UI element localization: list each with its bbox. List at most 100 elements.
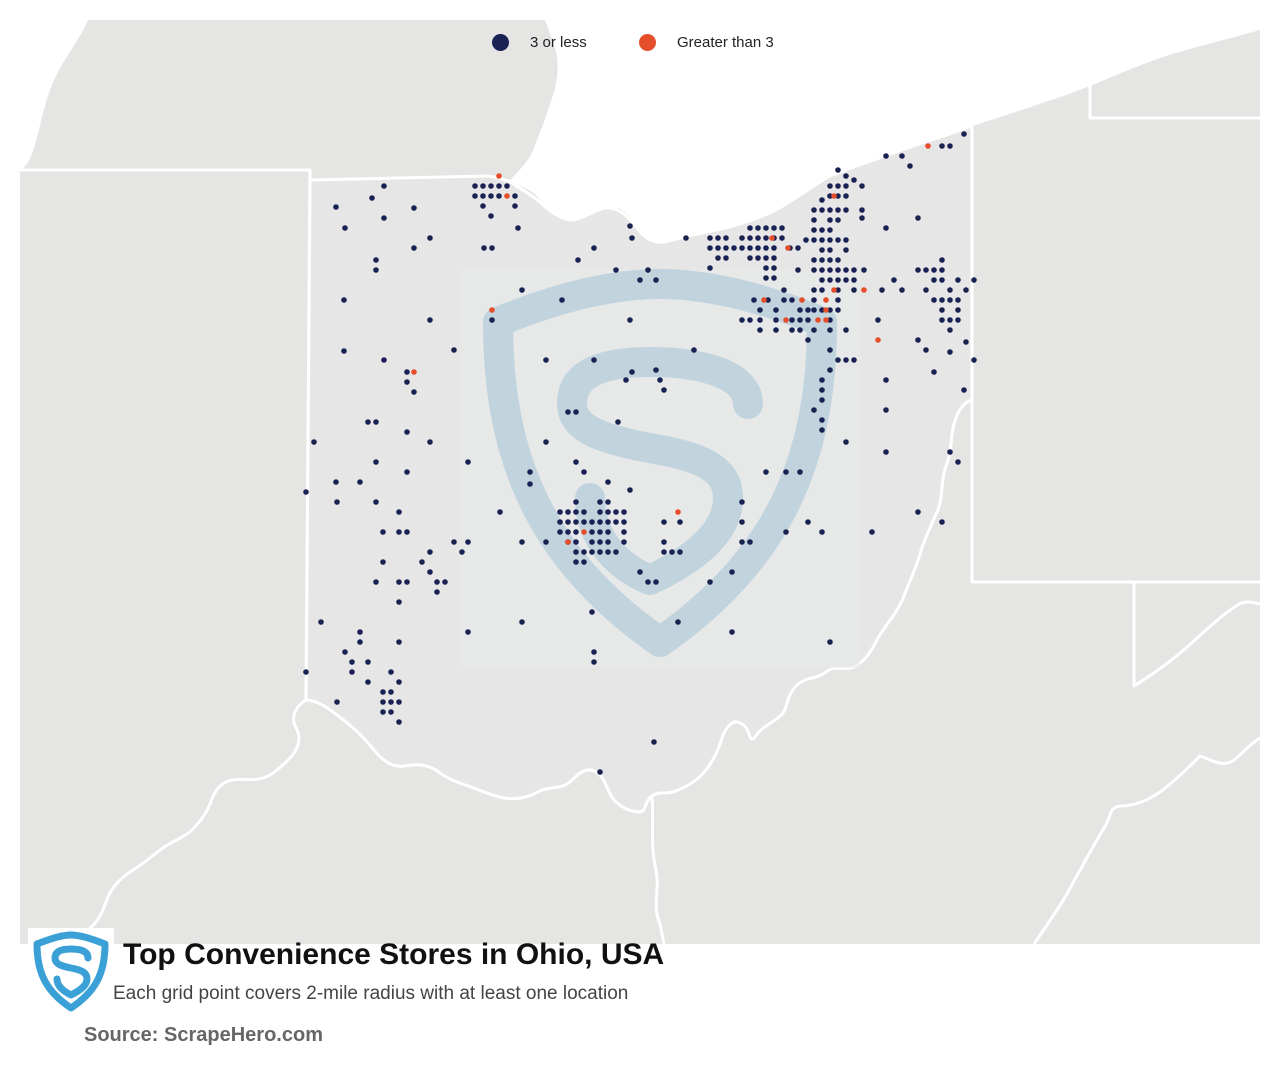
grid-point-low (771, 275, 777, 281)
grid-point-low (621, 509, 627, 515)
grid-point-low (519, 539, 525, 545)
grid-point-low (404, 469, 410, 475)
grid-point-low (621, 529, 627, 535)
grid-point-low (931, 297, 937, 303)
grid-point-low (715, 255, 721, 261)
grid-point-low (404, 429, 410, 435)
grid-point-low (661, 387, 667, 393)
grid-point-low (434, 579, 440, 585)
grid-point-low (465, 539, 471, 545)
grid-point-low (811, 287, 817, 293)
grid-point-low (723, 245, 729, 251)
grid-point-low (915, 509, 921, 515)
grid-point-low (763, 225, 769, 231)
grid-point-low (755, 255, 761, 261)
grid-point-low (597, 769, 603, 775)
grid-point-low (627, 223, 633, 229)
grid-point-low (589, 519, 595, 525)
grid-point-low (380, 559, 386, 565)
grid-point-low (723, 235, 729, 241)
grid-point-low (515, 225, 521, 231)
grid-point-high (799, 297, 805, 303)
grid-point-low (623, 377, 629, 383)
grid-point-low (683, 235, 689, 241)
grid-point-low (931, 267, 937, 273)
grid-point-low (789, 297, 795, 303)
grid-point-low (303, 669, 309, 675)
grid-point-low (707, 579, 713, 585)
grid-point-low (843, 183, 849, 189)
grid-point-low (931, 277, 937, 283)
grid-point-low (739, 235, 745, 241)
grid-point-low (388, 689, 394, 695)
grid-point-low (963, 287, 969, 293)
grid-point-low (907, 163, 913, 169)
grid-point-low (573, 459, 579, 465)
grid-point-low (899, 153, 905, 159)
legend-swatch-orange (639, 33, 656, 51)
grid-point-low (581, 549, 587, 555)
grid-point-low (835, 217, 841, 223)
grid-point-low (883, 153, 889, 159)
grid-point-low (797, 327, 803, 333)
grid-point-low (771, 225, 777, 231)
grid-point-low (404, 379, 410, 385)
grid-point-low (581, 509, 587, 515)
grid-point-low (819, 227, 825, 233)
grid-point-low (645, 579, 651, 585)
grid-point-low (739, 317, 745, 323)
grid-point-low (318, 619, 324, 625)
grid-point-low (851, 177, 857, 183)
grid-point-low (472, 183, 478, 189)
grid-point-low (465, 629, 471, 635)
grid-point-low (843, 207, 849, 213)
grid-point-low (879, 287, 885, 293)
grid-point-low (527, 469, 533, 475)
grid-point-low (480, 183, 486, 189)
grid-point-low (334, 499, 340, 505)
grid-point-low (811, 307, 817, 313)
grid-point-low (835, 183, 841, 189)
grid-point-low (605, 549, 611, 555)
grid-point-low (939, 519, 945, 525)
grid-point-low (404, 529, 410, 535)
grid-point-low (771, 255, 777, 261)
grid-point-low (388, 709, 394, 715)
grid-point-low (380, 699, 386, 705)
grid-point-low (763, 255, 769, 261)
grid-point-low (781, 287, 787, 293)
grid-point-low (381, 357, 387, 363)
grid-point-low (388, 699, 394, 705)
grid-point-low (819, 417, 825, 423)
grid-point-low (827, 347, 833, 353)
grid-point-high (504, 193, 510, 199)
grid-point-low (573, 539, 579, 545)
grid-point-low (819, 267, 825, 273)
grid-point-low (675, 619, 681, 625)
grid-point-low (751, 297, 757, 303)
grid-point-low (827, 247, 833, 253)
grid-point-low (427, 549, 433, 555)
grid-point-low (396, 679, 402, 685)
grid-point-low (827, 277, 833, 283)
grid-point-low (811, 227, 817, 233)
grid-point-low (496, 183, 502, 189)
grid-point-low (559, 297, 565, 303)
grid-point-low (333, 204, 339, 210)
map[interactable] (20, 20, 1260, 944)
grid-point-low (605, 479, 611, 485)
grid-point-low (591, 245, 597, 251)
grid-point-low (747, 539, 753, 545)
grid-point-low (747, 225, 753, 231)
grid-point-low (357, 479, 363, 485)
legend-swatch-dark-blue (492, 33, 509, 51)
grid-point-low (781, 297, 787, 303)
grid-point-low (661, 539, 667, 545)
ohio-map (20, 20, 1260, 944)
grid-point-low (597, 519, 603, 525)
points-greater-than-3 (411, 143, 931, 545)
grid-point-low (843, 277, 849, 283)
grid-point-low (605, 519, 611, 525)
grid-point-low (661, 549, 667, 555)
grid-point-low (651, 739, 657, 745)
